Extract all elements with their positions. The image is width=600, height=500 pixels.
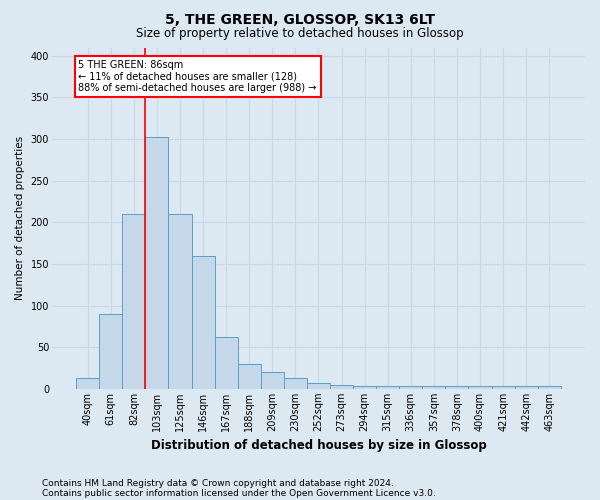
Bar (353, 386, 376, 389)
Bar (238, 364, 261, 389)
Text: Size of property relative to detached houses in Glossop: Size of property relative to detached ho… (136, 28, 464, 40)
Bar (422, 386, 445, 389)
Bar (76, 378, 99, 389)
Bar (215, 338, 238, 389)
Text: Contains public sector information licensed under the Open Government Licence v3: Contains public sector information licen… (42, 488, 436, 498)
Text: 5 THE GREEN: 86sqm
← 11% of detached houses are smaller (128)
88% of semi-detach: 5 THE GREEN: 86sqm ← 11% of detached hou… (79, 60, 317, 93)
Text: Contains HM Land Registry data © Crown copyright and database right 2024.: Contains HM Land Registry data © Crown c… (42, 478, 394, 488)
X-axis label: Distribution of detached houses by size in Glossop: Distribution of detached houses by size … (151, 440, 487, 452)
Text: 5, THE GREEN, GLOSSOP, SK13 6LT: 5, THE GREEN, GLOSSOP, SK13 6LT (165, 12, 435, 26)
Bar (538, 386, 561, 389)
Bar (122, 214, 145, 389)
Bar (491, 386, 515, 389)
Bar (445, 386, 469, 389)
Y-axis label: Number of detached properties: Number of detached properties (15, 136, 25, 300)
Bar (307, 383, 330, 389)
Bar (284, 378, 307, 389)
Bar (515, 386, 538, 389)
Bar (261, 372, 284, 389)
Bar (145, 136, 169, 389)
Bar (399, 386, 422, 389)
Bar (169, 214, 191, 389)
Bar (469, 386, 491, 389)
Bar (376, 386, 399, 389)
Bar (330, 384, 353, 389)
Bar (99, 314, 122, 389)
Bar (191, 256, 215, 389)
